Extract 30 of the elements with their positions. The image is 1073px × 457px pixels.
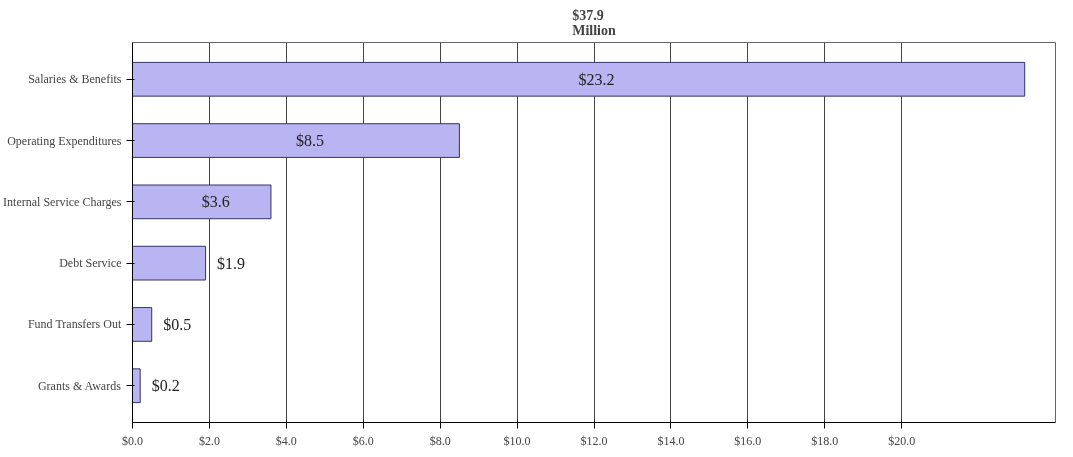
data-label: $8.5 (295, 132, 324, 150)
y-tick-label: Internal Service Charges (3, 194, 122, 209)
x-tick-label: $6.0 (352, 433, 374, 448)
bar (132, 61, 1026, 97)
data-label: $23.2 (578, 70, 615, 88)
data-label: $3.6 (201, 193, 230, 211)
x-tick-label: $8.0 (429, 433, 451, 448)
x-tick-label: $10.0 (503, 433, 531, 448)
x-tick-label: $16.0 (734, 433, 762, 448)
y-tick-label: Operating Expenditures (7, 133, 122, 148)
bar (132, 368, 141, 404)
x-tick-label: $0.0 (122, 433, 143, 448)
data-label: $0.2 (151, 377, 180, 395)
data-label: $0.5 (163, 315, 192, 333)
bar (132, 245, 207, 281)
data-label: $1.9 (217, 254, 246, 272)
bar (132, 184, 272, 220)
x-tick-label: $20.0 (888, 433, 916, 448)
chart-title: $37.9 Million (572, 7, 616, 38)
y-tick-label: Fund Transfers Out (27, 317, 122, 332)
bar (132, 307, 153, 342)
bar (132, 123, 460, 158)
y-tick-label: Salaries & Benefits (28, 72, 122, 87)
x-tick-label: $14.0 (657, 433, 685, 448)
y-tick-label: Debt Service (59, 256, 122, 271)
y-tick-label: Grants & Awards (37, 378, 122, 393)
x-tick-label: $12.0 (580, 433, 608, 448)
x-tick-label: $4.0 (275, 433, 297, 448)
x-tick-label: $2.0 (198, 433, 220, 448)
x-tick-label: $18.0 (811, 433, 839, 448)
